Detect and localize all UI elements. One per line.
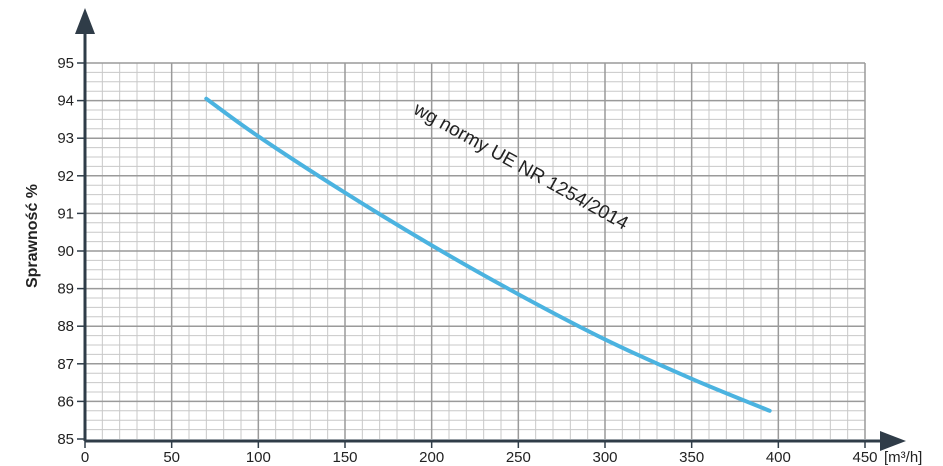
axes — [75, 8, 906, 451]
y-tick-label: 86 — [57, 393, 74, 410]
y-tick-label: 93 — [57, 130, 74, 147]
series-layer — [204, 96, 772, 413]
grid-major — [85, 62, 866, 439]
y-axis-arrow-icon — [75, 8, 95, 34]
x-tick-label: 0 — [81, 449, 89, 466]
y-tick-label: 94 — [57, 93, 74, 110]
y-axis-label: Sprawność % — [24, 184, 41, 288]
x-tick-label: 200 — [419, 449, 444, 466]
x-tick-labels: 0 50 100 150 200 250 300 350 400 450 — [81, 441, 878, 466]
x-tick-label: 450 — [852, 449, 877, 466]
y-tick-label: 91 — [57, 205, 74, 222]
x-tick-label: 150 — [332, 449, 357, 466]
x-unit-label: [m³/h] — [884, 449, 922, 466]
y-tick-label: 85 — [57, 431, 74, 448]
y-tick-label: 95 — [57, 55, 74, 72]
efficiency-series-line — [204, 96, 772, 413]
y-tick-label: 90 — [57, 243, 74, 260]
x-axis-arrow-icon — [880, 431, 906, 451]
x-tick-label: 400 — [766, 449, 791, 466]
y-tick-label: 92 — [57, 168, 74, 185]
y-tick-labels: 85 86 87 88 89 90 91 92 93 94 95 — [57, 55, 85, 448]
x-tick-label: 350 — [679, 449, 704, 466]
x-tick-label: 100 — [246, 449, 271, 466]
x-tick-label: 250 — [506, 449, 531, 466]
x-tick-label: 300 — [592, 449, 617, 466]
x-tick-label: 50 — [163, 449, 180, 466]
y-tick-label: 87 — [57, 356, 74, 373]
y-tick-label: 88 — [57, 318, 74, 335]
y-tick-label: 89 — [57, 281, 74, 298]
